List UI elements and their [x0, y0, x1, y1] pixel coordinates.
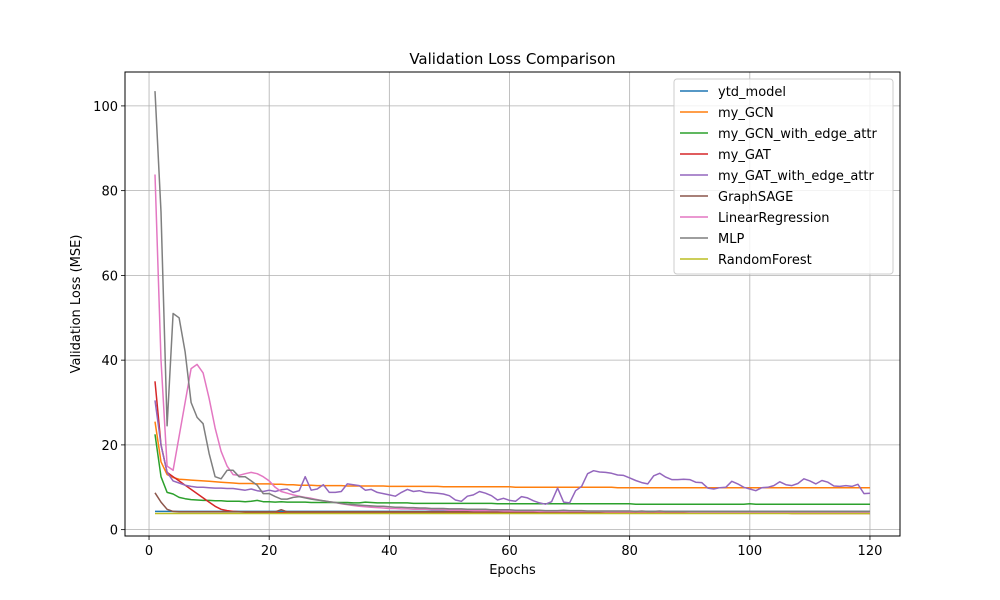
- legend: ytd_model my_GCN my_GCN_with_edge_attr my_G…: [673, 78, 894, 275]
- legend-label: my_GAT: [718, 148, 771, 163]
- legend-label: MLP: [718, 232, 744, 247]
- x-tick-label: 20: [261, 544, 278, 559]
- grid: [125, 72, 900, 536]
- y-axis-label: Validation Loss (MSE): [69, 235, 84, 374]
- legend-box: [673, 78, 894, 275]
- x-tick-label: 80: [621, 544, 638, 559]
- y-tick-label: 100: [93, 100, 118, 115]
- plot-frame: [124, 71, 901, 537]
- y-tick-label: 40: [101, 354, 118, 369]
- legend-label: ytd_model: [718, 85, 786, 100]
- series-line-my-gcn: [154, 421, 870, 489]
- x-tick-label: 40: [381, 544, 398, 559]
- y-tick-label: 80: [101, 185, 118, 200]
- legend-label: GraphSAGE: [718, 190, 793, 205]
- y-tick-label: 60: [101, 269, 118, 284]
- y-tick-label: 0: [110, 524, 118, 539]
- x-tick-label: 0: [145, 544, 153, 559]
- y-tick-label: 20: [101, 439, 118, 454]
- legend-label: my_GCN_with_edge_attr: [718, 127, 877, 142]
- series-lines: [154, 91, 871, 515]
- series-line-my-gcn-with-edge-attr: [154, 434, 870, 505]
- series-line-linearregression: [154, 174, 870, 514]
- chart-title: Validation Loss Comparison: [409, 50, 615, 68]
- axis-ticks: 0 20 40 60 80 100 120 0 20 40 60 80 100: [93, 100, 882, 559]
- x-axis-label: Epochs: [489, 563, 536, 578]
- x-tick-label: 100: [737, 544, 762, 559]
- legend-label: my_GCN: [718, 106, 774, 121]
- legend-label: my_GAT_with_edge_attr: [718, 169, 874, 184]
- x-tick-label: 120: [858, 544, 883, 559]
- series-line-mlp: [154, 91, 870, 513]
- legend-label: LinearRegression: [718, 211, 830, 226]
- series-line-my-gat-with-edge-attr: [154, 400, 871, 505]
- x-tick-label: 60: [501, 544, 518, 559]
- legend-label: RandomForest: [718, 253, 812, 268]
